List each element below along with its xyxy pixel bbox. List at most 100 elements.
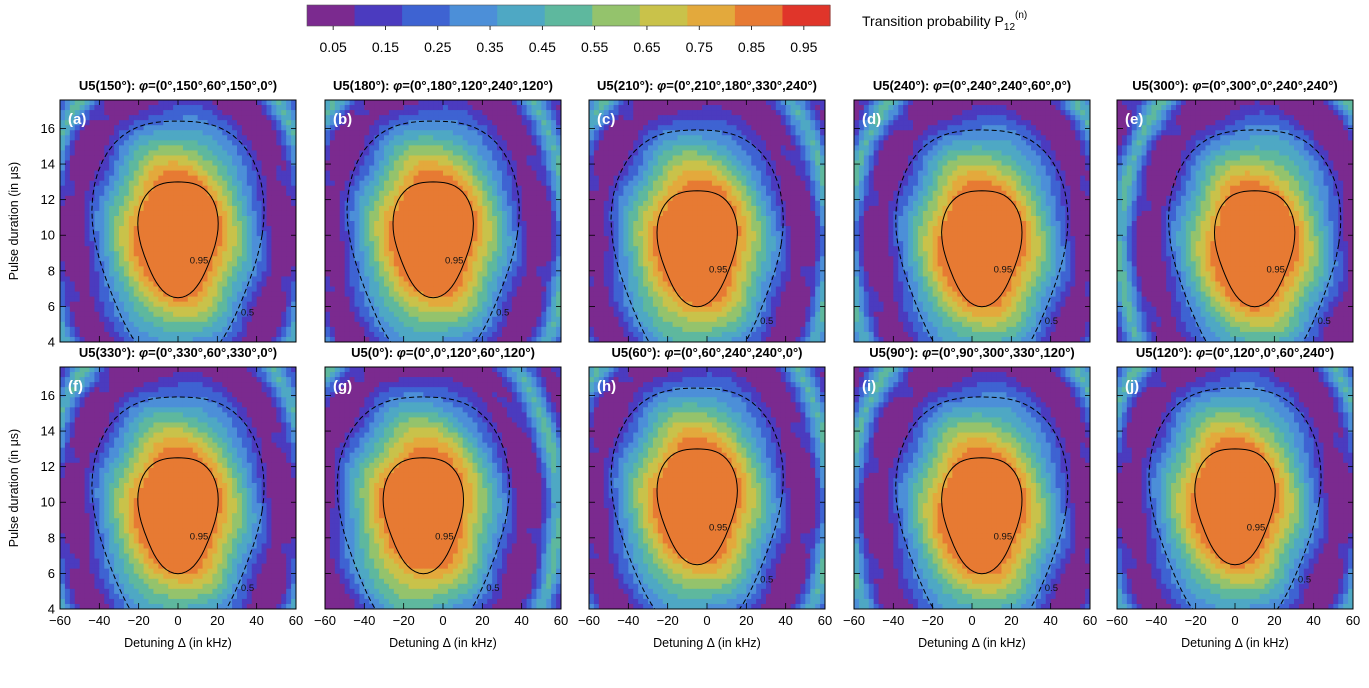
heatmap-cell [158, 322, 163, 328]
heatmap-cell [423, 317, 428, 323]
heatmap-cell [404, 292, 409, 298]
heatmap-cell [497, 105, 502, 111]
heatmap-cell [168, 130, 173, 136]
heatmap-cell [532, 150, 537, 156]
heatmap-cell [438, 236, 443, 242]
heatmap-cell [477, 125, 482, 131]
heatmap-cell [546, 125, 551, 131]
heatmap-cell [144, 246, 149, 252]
heatmap-cell [350, 206, 355, 212]
heatmap-cell [379, 332, 384, 338]
heatmap-cell [369, 261, 374, 267]
heatmap-cell [453, 327, 458, 333]
heatmap-cell [517, 181, 522, 187]
colorbar-title: Transition probability P12(n) [862, 10, 1027, 33]
heatmap-cell [193, 110, 198, 116]
heatmap-cell [276, 130, 281, 136]
heatmap-cell [468, 150, 473, 156]
heatmap-cell [257, 150, 262, 156]
heatmap-cell [414, 221, 419, 227]
heatmap-cell [325, 100, 330, 106]
heatmap-cell [60, 287, 65, 293]
heatmap-cell [658, 110, 663, 116]
heatmap-cell [507, 201, 512, 207]
heatmap-cell [134, 130, 139, 136]
heatmap-cell [134, 166, 139, 172]
heatmap-cell [232, 276, 237, 282]
heatmap-cell [527, 120, 532, 126]
heatmap-cell [286, 145, 291, 151]
heatmap-cell [643, 120, 648, 126]
heatmap-cell [99, 302, 104, 308]
heatmap-cell [237, 176, 242, 182]
heatmap-cell [163, 186, 168, 192]
heatmap-cell [541, 307, 546, 313]
heatmap-cell [482, 251, 487, 257]
heatmap-cell [433, 206, 438, 212]
heatmap-cell [262, 171, 267, 177]
heatmap-cell [512, 282, 517, 288]
heatmap-cell [345, 171, 350, 177]
heatmap-cell [60, 186, 65, 192]
heatmap-cell [355, 186, 360, 192]
heatmap-cell [193, 130, 198, 136]
heatmap-cell [687, 105, 692, 111]
heatmap-cell [267, 211, 272, 217]
heatmap-cell [805, 100, 810, 106]
heatmap-cell [527, 186, 532, 192]
heatmap-cell [604, 105, 609, 111]
heatmap-cell [330, 251, 335, 257]
heatmap-cell [271, 216, 276, 222]
heatmap-cell [60, 171, 65, 177]
heatmap-cell [267, 261, 272, 267]
heatmap-cell [463, 216, 468, 222]
heatmap-cell [517, 176, 522, 182]
heatmap-cell [104, 130, 109, 136]
heatmap-cell [183, 302, 188, 308]
heatmap-cell [139, 292, 144, 298]
heatmap-cell [257, 130, 262, 136]
heatmap-cell [129, 256, 134, 262]
heatmap-cell [94, 191, 99, 197]
heatmap-cell [379, 231, 384, 237]
heatmap-cell [551, 226, 556, 232]
heatmap-cell [188, 125, 193, 131]
heatmap-cell [203, 105, 208, 111]
heatmap-cell [65, 261, 70, 267]
heatmap-cell [144, 226, 149, 232]
heatmap-cell [85, 297, 90, 303]
heatmap-cell [252, 236, 257, 242]
heatmap-cell [379, 125, 384, 131]
heatmap-cell [374, 236, 379, 242]
heatmap-cell [443, 196, 448, 202]
heatmap-cell [149, 317, 154, 323]
heatmap-cell [267, 191, 272, 197]
heatmap-cell [193, 276, 198, 282]
heatmap-cell [129, 226, 134, 232]
heatmap-cell [99, 100, 104, 106]
heatmap-cell [276, 327, 281, 333]
heatmap-cell [252, 120, 257, 126]
heatmap-cell [355, 276, 360, 282]
heatmap-cell [262, 302, 267, 308]
heatmap-cell [522, 231, 527, 237]
heatmap-cell [492, 186, 497, 192]
heatmap-cell [198, 221, 203, 227]
heatmap-cell [237, 166, 242, 172]
heatmap-cell [124, 150, 129, 156]
heatmap-cell [453, 226, 458, 232]
heatmap-cell [546, 145, 551, 151]
heatmap-cell [173, 302, 178, 308]
heatmap-cell [502, 140, 507, 146]
heatmap-cell [222, 201, 227, 207]
heatmap-cell [153, 261, 158, 267]
heatmap-cell [697, 120, 702, 126]
heatmap-cell [158, 312, 163, 318]
heatmap-cell [722, 120, 727, 126]
heatmap-cell [276, 161, 281, 167]
heatmap-cell [193, 145, 198, 151]
heatmap-cell [119, 221, 124, 227]
heatmap-cell [119, 307, 124, 313]
heatmap-cell [389, 161, 394, 167]
heatmap-cell [404, 261, 409, 267]
